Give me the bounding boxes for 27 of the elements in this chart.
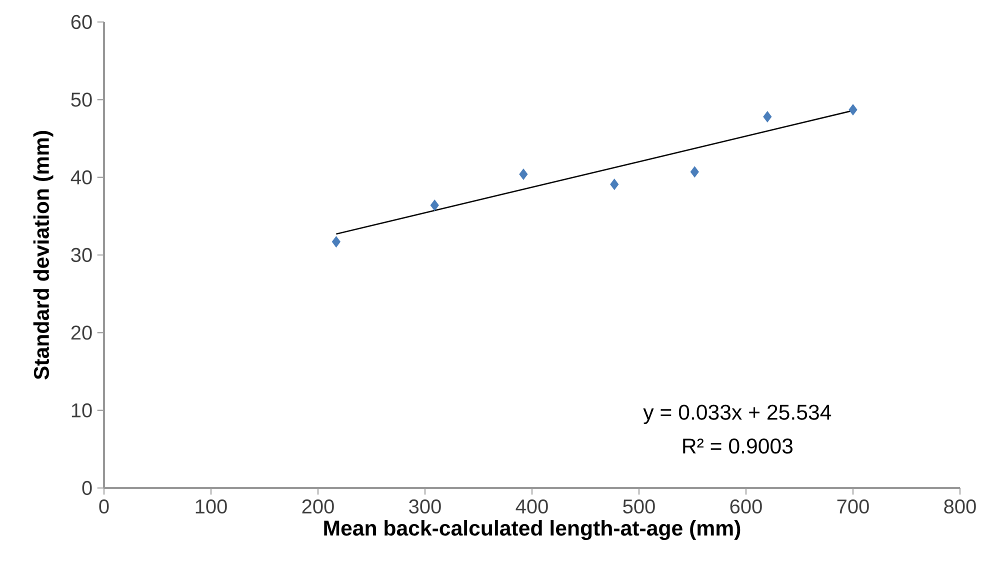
point [848,104,858,116]
y-axis-title: Standard deviation (mm) [33,131,54,380]
y-tick-label: 30 [71,248,92,262]
point [610,178,619,190]
annotation: y = 0.033x + 25.534 [643,404,832,424]
x-tick-label: 600 [730,499,762,514]
point [430,200,439,211]
x-tick-label: 800 [944,499,976,514]
y-tick-label: 0 [82,480,92,496]
x-tick-label: 500 [623,499,655,514]
x-tick-label: 100 [196,499,227,514]
y-tick-label: 40 [70,170,92,184]
annotation: R² = 0.9003 [683,438,793,454]
point [690,166,699,178]
point [332,236,340,248]
x-tick-label: 400 [516,499,548,514]
y-tick-label: 10 [72,403,92,418]
y-tick-label: 20 [71,326,92,340]
x-axis-title: Mean back-calculated length-at-age (mm) [324,520,740,540]
y-tick-label: 50 [71,92,92,107]
point [763,111,772,122]
x-tick-label: 0 [99,499,109,514]
y-tick-label: 60 [71,14,92,30]
x-tick-label: 700 [837,499,869,514]
x-tick-label: 300 [409,499,441,514]
point [519,168,528,180]
x-tick-label: 200 [302,499,334,514]
